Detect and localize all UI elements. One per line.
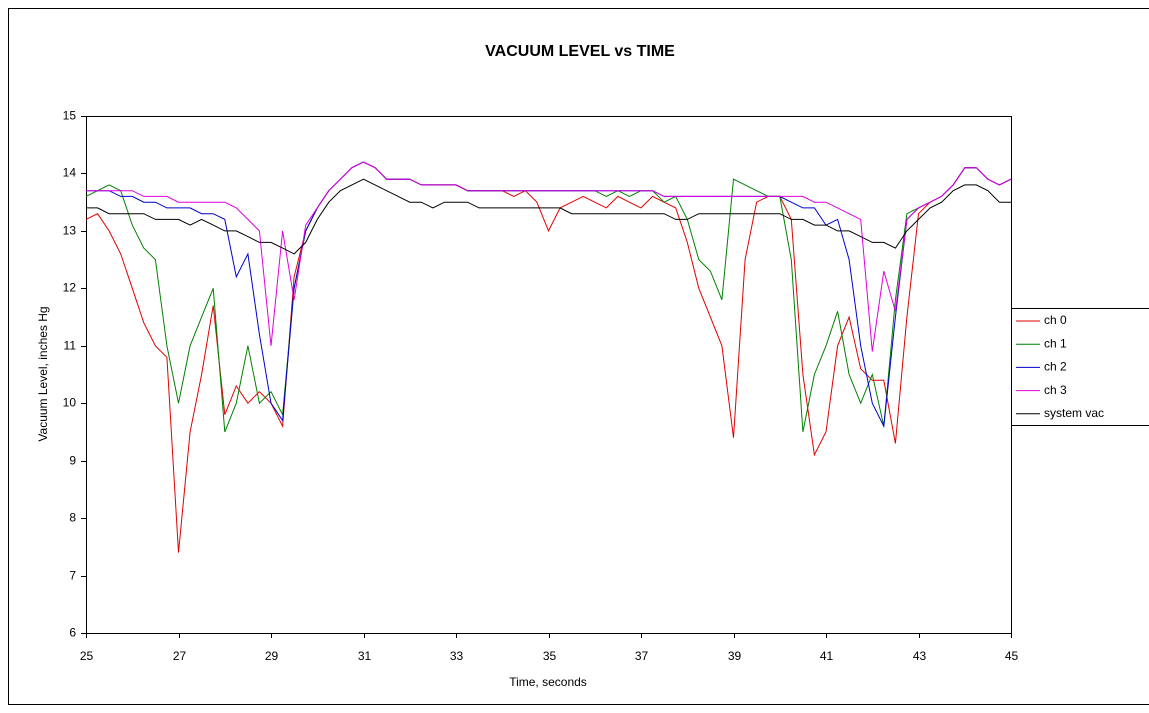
x-tick-label: 39	[728, 649, 742, 663]
series-line	[85, 161, 1012, 553]
y-axis-label: Vacuum Level, inches Hg	[36, 306, 50, 441]
legend-label: ch 2	[1044, 360, 1067, 374]
x-tick-label: 43	[913, 649, 927, 663]
y-tick-label: 13	[63, 224, 77, 238]
chart-title: VACUUM LEVEL vs TIME	[485, 43, 675, 60]
x-tick-label: 35	[543, 649, 557, 663]
series-line	[86, 178, 1011, 255]
x-tick-label: 41	[820, 649, 834, 663]
x-tick-label: 33	[450, 649, 464, 663]
x-tick-label: 27	[173, 649, 187, 663]
y-tick-label: 12	[63, 281, 77, 295]
y-tick-label: 6	[69, 626, 76, 640]
plot-area	[86, 116, 1012, 634]
y-tick-label: 10	[63, 396, 77, 410]
x-tick-label: 45	[1005, 649, 1019, 663]
x-tick-label: 31	[358, 649, 372, 663]
x-tick-label: 37	[635, 649, 649, 663]
y-tick-label: 7	[69, 569, 76, 583]
y-tick-label: 15	[63, 109, 77, 123]
series-line	[86, 161, 1012, 352]
y-tick-label: 14	[63, 166, 77, 180]
legend-label: system vac	[1044, 406, 1104, 420]
x-tick-label: 25	[80, 649, 94, 663]
y-tick-label: 11	[64, 339, 77, 353]
y-tick-label: 8	[69, 511, 76, 525]
legend-label: ch 1	[1044, 336, 1067, 350]
y-tick-label: 9	[69, 454, 76, 468]
legend-label: ch 0	[1044, 313, 1067, 327]
legend-label: ch 3	[1044, 383, 1067, 397]
x-axis-label: Time, seconds	[509, 675, 587, 689]
x-tick-label: 29	[265, 649, 279, 663]
